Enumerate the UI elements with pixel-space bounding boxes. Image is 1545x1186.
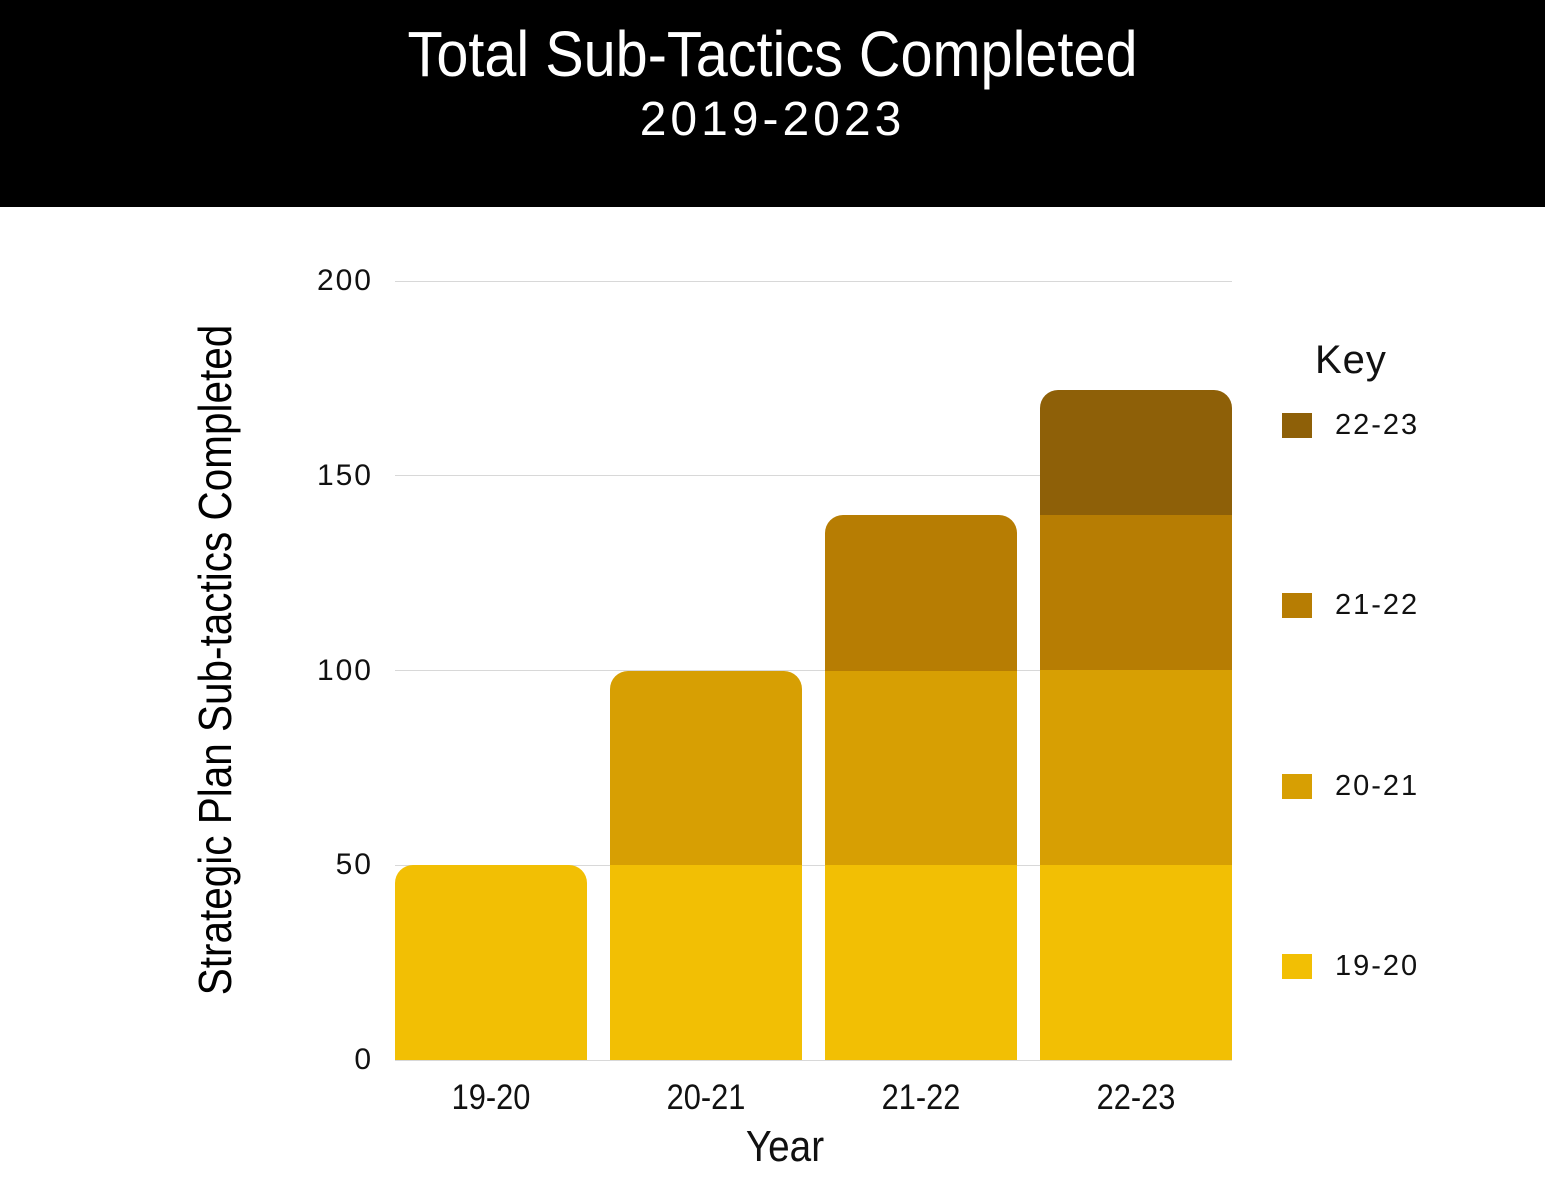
legend-label-20-21: 20-21 xyxy=(1335,769,1420,802)
legend-swatch-21-22 xyxy=(1282,593,1312,618)
title-banner: Total Sub-Tactics Completed 2019-2023 xyxy=(0,0,1545,207)
gridline-150 xyxy=(395,475,1232,477)
legend-swatch-20-21 xyxy=(1282,773,1312,799)
bar-segment-20-21-19-20 xyxy=(610,865,802,1060)
legend-label-22-23: 22-23 xyxy=(1335,408,1420,441)
legend-item-22-23: 22-23 xyxy=(1282,409,1419,441)
gridline-0 xyxy=(395,1059,1232,1061)
x-axis-label-20-21: 20-21 xyxy=(666,1078,746,1117)
bar-segment-20-21-20-21 xyxy=(610,670,802,866)
x-axis-label-21-22: 21-22 xyxy=(881,1078,961,1117)
y-tick-label-100: 100 xyxy=(316,653,373,687)
bar-segment-21-22-21-22 xyxy=(825,514,1017,671)
legend-label-19-20: 19-20 xyxy=(1335,950,1420,982)
chart-subtitle: 2019-2023 xyxy=(639,93,906,146)
legend-label-21-22: 21-22 xyxy=(1335,589,1420,621)
bar-segment-19-20-19-20 xyxy=(395,865,587,1060)
bar-22-23 xyxy=(1040,390,1232,1060)
y-tick-label-200: 200 xyxy=(316,264,373,297)
legend: Key 22-23 21-22 20-21 19-20 xyxy=(1282,339,1522,1039)
legend-item-21-22: 21-22 xyxy=(1282,589,1419,621)
bar-segment-22-23-21-22 xyxy=(1040,514,1232,671)
x-axis-label-19-20: 19-20 xyxy=(451,1078,531,1117)
bar-segment-21-22-19-20 xyxy=(825,865,1017,1060)
legend-item-20-21: 20-21 xyxy=(1282,770,1419,802)
bar-segment-22-23-20-21 xyxy=(1040,670,1232,866)
y-tick-label-0: 0 xyxy=(354,1043,373,1076)
bar-segment-22-23-22-23 xyxy=(1040,390,1232,515)
bar-20-21 xyxy=(610,670,802,1060)
legend-swatch-22-23 xyxy=(1282,412,1312,438)
bar-segment-21-22-20-21 xyxy=(825,670,1017,866)
x-axis-title: Year xyxy=(745,1122,825,1171)
legend-item-19-20: 19-20 xyxy=(1282,950,1419,982)
y-tick-label-150: 150 xyxy=(316,458,373,492)
legend-swatch-19-20 xyxy=(1282,954,1312,979)
bar-21-22 xyxy=(825,514,1017,1060)
y-tick-label-50: 50 xyxy=(335,848,373,882)
legend-title: Key xyxy=(1315,338,1387,382)
gridline-200 xyxy=(395,280,1232,282)
gridline-100 xyxy=(395,670,1232,671)
plot-area xyxy=(395,280,1232,1061)
bar-segment-22-23-19-20 xyxy=(1040,865,1232,1060)
bar-19-20 xyxy=(395,865,587,1060)
gridline-50 xyxy=(395,864,1232,866)
chart-title: Total Sub-Tactics Completed xyxy=(407,18,1138,90)
x-axis-label-22-23: 22-23 xyxy=(1096,1078,1176,1117)
